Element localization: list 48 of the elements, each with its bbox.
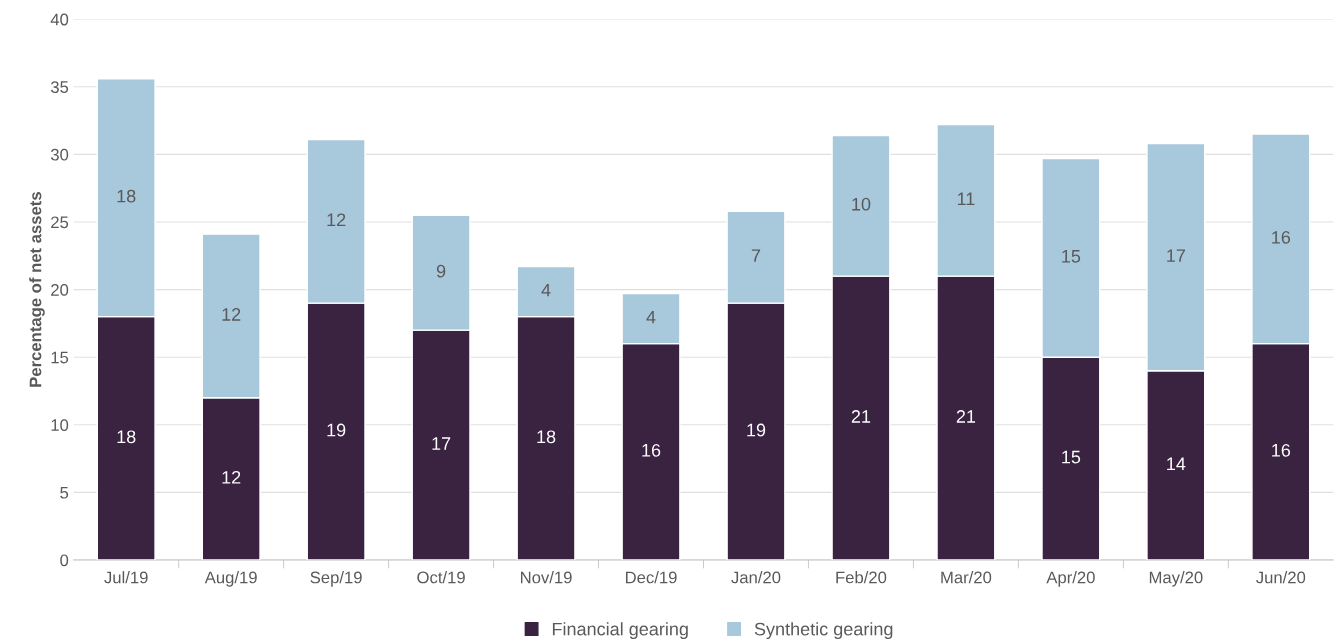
legend-label: Synthetic gearing: [754, 622, 893, 640]
x-tick-label: Apr/20: [1046, 571, 1095, 587]
data-label: 16: [1272, 443, 1291, 457]
y-tick-label: 30: [50, 148, 69, 161]
y-tick-label: 20: [51, 284, 69, 296]
data-label: 12: [222, 308, 241, 321]
data-label: 16: [1272, 230, 1291, 244]
x-tick-label: May/20: [1149, 571, 1203, 587]
x-tick-label: Aug/19: [204, 571, 257, 587]
data-label: 21: [851, 410, 871, 423]
y-tick-label: 35: [50, 81, 69, 93]
x-tick-label: Nov/19: [521, 571, 572, 584]
data-label: 16: [642, 443, 661, 457]
y-tick-label: 5: [60, 486, 69, 499]
x-tick-label: Oct/19: [417, 571, 465, 584]
data-label: 7: [751, 249, 761, 262]
x-tick-label: Mar/20: [941, 571, 992, 584]
data-label: 12: [222, 470, 241, 484]
data-label: 18: [117, 189, 136, 203]
data-label: 9: [436, 264, 446, 278]
legend-label: Financial gearing: [552, 622, 688, 640]
x-tick-label: Sep/19: [310, 571, 362, 587]
data-label: 10: [852, 197, 871, 211]
x-tick-label: Jan/20: [731, 571, 781, 584]
data-label: 21: [956, 410, 976, 423]
y-tick-label: 0: [60, 554, 69, 567]
data-label: 19: [747, 423, 766, 437]
y-tick-label: 10: [51, 419, 69, 431]
data-label: 17: [432, 437, 451, 450]
data-label: 18: [537, 430, 556, 444]
y-axis-title: Percentage of net assets: [29, 192, 45, 387]
data-label: 4: [541, 283, 551, 297]
y-tick-label: 25: [51, 216, 69, 229]
data-label: 12: [327, 213, 346, 226]
y-tick-label: 40: [50, 13, 69, 26]
data-label: 4: [646, 310, 656, 324]
x-tick-label: Jun/20: [1256, 571, 1306, 584]
data-label: 19: [327, 423, 346, 437]
data-label: 18: [117, 430, 136, 444]
y-tick-label: 15: [51, 351, 69, 364]
x-tick-label: Dec/19: [625, 571, 677, 584]
data-label: 15: [1062, 250, 1081, 263]
data-label: 17: [1167, 249, 1185, 262]
data-label: 15: [1062, 450, 1081, 464]
x-tick-label: Feb/20: [836, 571, 887, 584]
data-label: 11: [957, 192, 975, 206]
data-label: 14: [1167, 457, 1186, 471]
x-tick-label: Jul/19: [104, 571, 148, 584]
